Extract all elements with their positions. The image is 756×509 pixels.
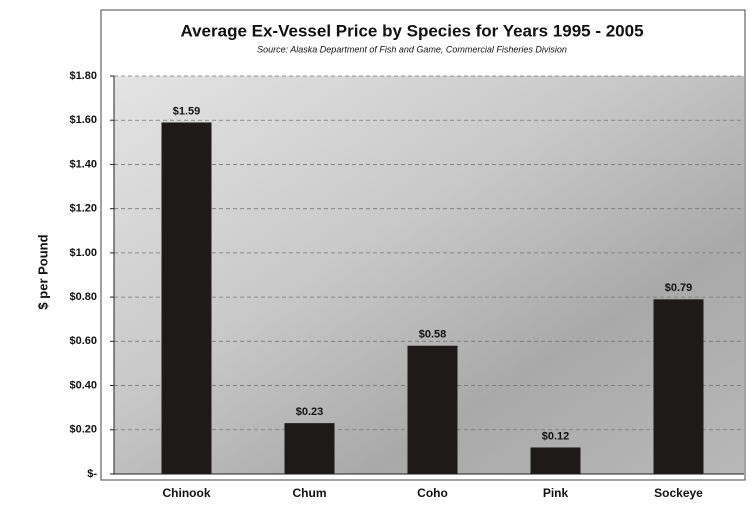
y-tick-label: $1.60 xyxy=(69,114,97,126)
y-tick-label: $1.40 xyxy=(69,158,97,170)
y-tick-label: $1.20 xyxy=(69,203,97,215)
y-tick-label: $0.80 xyxy=(69,291,97,303)
y-tick-label: $1.80 xyxy=(69,70,97,82)
x-tick-label: Chinook xyxy=(163,486,211,500)
value-label: $0.23 xyxy=(296,406,324,418)
y-tick-label: $1.00 xyxy=(69,247,97,259)
y-tick-label: $0.60 xyxy=(69,335,97,347)
x-tick-label: Coho xyxy=(417,486,448,500)
x-tick-label: Sockeye xyxy=(654,486,703,500)
value-label: $1.59 xyxy=(173,105,201,117)
bar xyxy=(530,447,581,474)
x-tick-label: Pink xyxy=(543,486,569,500)
value-label: $0.12 xyxy=(542,430,570,442)
chart-subtitle: Source: Alaska Department of Fish and Ga… xyxy=(257,44,567,54)
y-tick-label: $0.40 xyxy=(69,379,97,391)
bar xyxy=(407,345,458,474)
frame xyxy=(100,9,746,481)
bar xyxy=(653,299,704,474)
x-tick-label: Chum xyxy=(293,486,327,500)
bar xyxy=(284,423,335,474)
bar xyxy=(161,122,212,474)
chart-title: Average Ex-Vessel Price by Species for Y… xyxy=(180,21,643,40)
y-tick-label: $0.20 xyxy=(69,424,97,436)
value-label: $0.58 xyxy=(419,329,447,341)
y-tick-label: $- xyxy=(87,468,97,480)
value-label: $0.79 xyxy=(665,282,693,294)
y-axis-label: $ per Pound xyxy=(35,234,50,309)
